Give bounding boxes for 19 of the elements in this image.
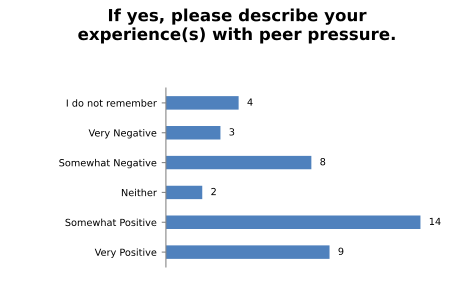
data-label: 9	[338, 248, 344, 255]
y-tick-label: I do not remember	[66, 99, 157, 107]
bar	[166, 126, 220, 140]
y-tick-label: Somewhat Negative	[59, 158, 156, 168]
bar	[166, 186, 202, 200]
data-label: 3	[230, 128, 234, 136]
data-label: 2	[211, 188, 216, 196]
y-tick-label: Very Negative	[88, 129, 156, 138]
bar	[166, 156, 312, 170]
chart-title: If yes, please describe your experience(s) with peer pressure.	[78, 8, 395, 44]
data-label: 8	[320, 158, 326, 166]
data-label: 4	[247, 98, 253, 106]
y-tick-label: Neither	[122, 188, 157, 196]
bar	[166, 96, 239, 110]
bar	[166, 245, 330, 259]
y-tick-label: Very Positive	[94, 248, 156, 258]
y-tick-label: Somewhat Positive	[65, 218, 156, 226]
bar	[166, 216, 420, 229]
data-label: 14	[430, 218, 441, 225]
